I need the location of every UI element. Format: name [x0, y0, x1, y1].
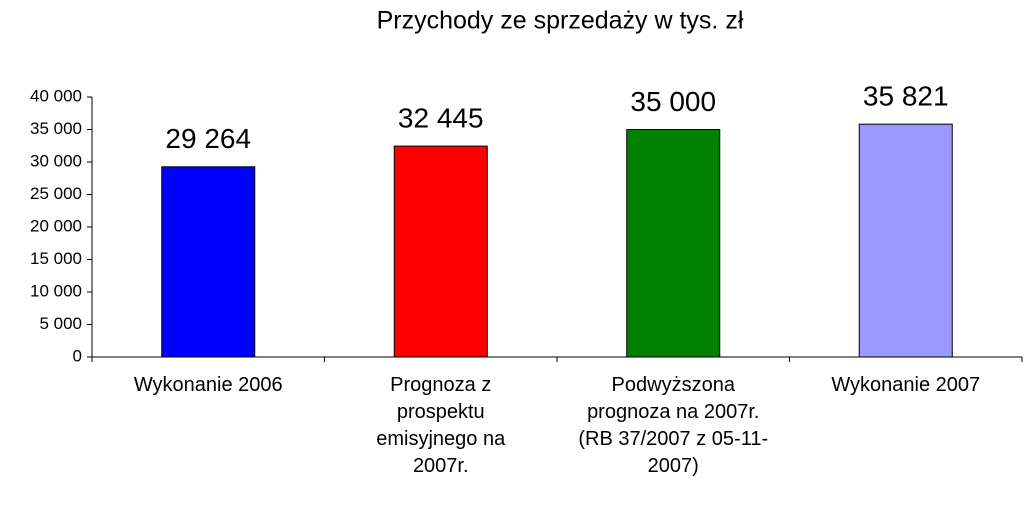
x-tick-label: Wykonanie 2007	[831, 374, 981, 396]
y-tick-label: 35 000	[30, 119, 82, 138]
bar	[626, 129, 721, 358]
bar	[393, 145, 488, 358]
data-label: 35 821	[863, 81, 949, 112]
y-tick-label: 5 000	[39, 314, 82, 333]
bar	[858, 123, 953, 358]
chart-title: Przychody ze sprzedaży w tys. zł	[377, 7, 744, 35]
data-label: 35 000	[630, 86, 716, 117]
data-label: 32 445	[398, 102, 484, 133]
y-tick-label: 30 000	[30, 151, 82, 170]
bar	[161, 166, 256, 358]
y-tick-label: 10 000	[30, 281, 82, 300]
y-tick-label: 0	[73, 346, 82, 365]
y-tick-label: 20 000	[30, 216, 82, 235]
y-tick-label: 25 000	[30, 184, 82, 203]
x-tick-label: Wykonanie 2006	[133, 374, 283, 396]
x-tick-label: Podwyższona prognoza na 2007r. (RB 37/20…	[578, 374, 769, 477]
data-label: 29 264	[165, 123, 251, 154]
y-tick-label: 15 000	[30, 249, 82, 268]
x-tick-label: Prognoza z prospektu emisyjnego na 2007r…	[376, 374, 506, 477]
y-tick-label: 40 000	[30, 86, 82, 105]
